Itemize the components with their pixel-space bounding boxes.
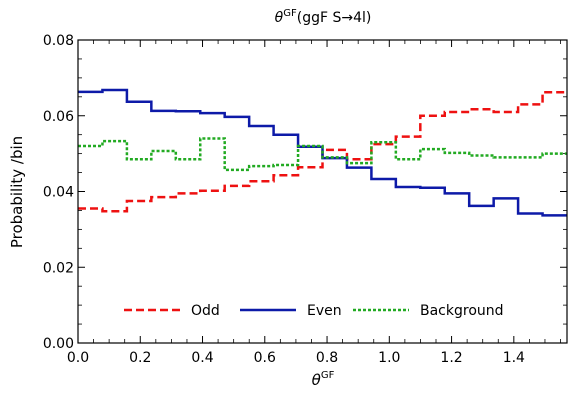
y-tick-label: 0.08 [43, 33, 74, 49]
ticks-layer: 0.0 0.2 0.4 0.6 0.8 1.0 1.2 1.4 0.00 0.02 0.04 0.06… [43, 33, 567, 366]
x-axis-label-superscript: GF [321, 370, 335, 381]
legend: Odd Even Background [124, 303, 504, 319]
y-tick-label: 0.06 [43, 109, 74, 125]
x-tick-label: 1.4 [503, 350, 525, 366]
x-axis-label-symbol: θ [312, 371, 321, 389]
title-superscript: GF [283, 8, 297, 19]
x-tick-label: 0.2 [129, 350, 151, 366]
series-layer [78, 88, 567, 217]
title-symbol: θ [275, 10, 284, 26]
x-tick-label: 0.6 [254, 350, 276, 366]
x-tick-label: 0.4 [191, 350, 213, 366]
y-axis-label: Probability /bin [8, 136, 26, 248]
legend-label-odd: Odd [191, 303, 220, 319]
x-tick-label: 1.2 [440, 350, 462, 366]
y-tick-label: 0.00 [43, 336, 74, 352]
series-background-line [78, 137, 567, 172]
y-tick-label: 0.02 [43, 260, 74, 276]
title-text: (ggF S→4l) [297, 10, 372, 26]
chart-title: θGF(ggF S→4l) [275, 8, 372, 26]
x-tick-label: 0.0 [67, 350, 89, 366]
y-tick-label: 0.04 [43, 185, 74, 201]
x-tick-label: 0.8 [316, 350, 338, 366]
x-tick-label: 1.0 [378, 350, 400, 366]
legend-label-background: Background [420, 303, 504, 319]
series-odd-line [78, 91, 567, 213]
legend-label-even: Even [307, 303, 342, 319]
x-axis-label: θGF [312, 370, 335, 389]
plot-frame [77, 39, 568, 344]
